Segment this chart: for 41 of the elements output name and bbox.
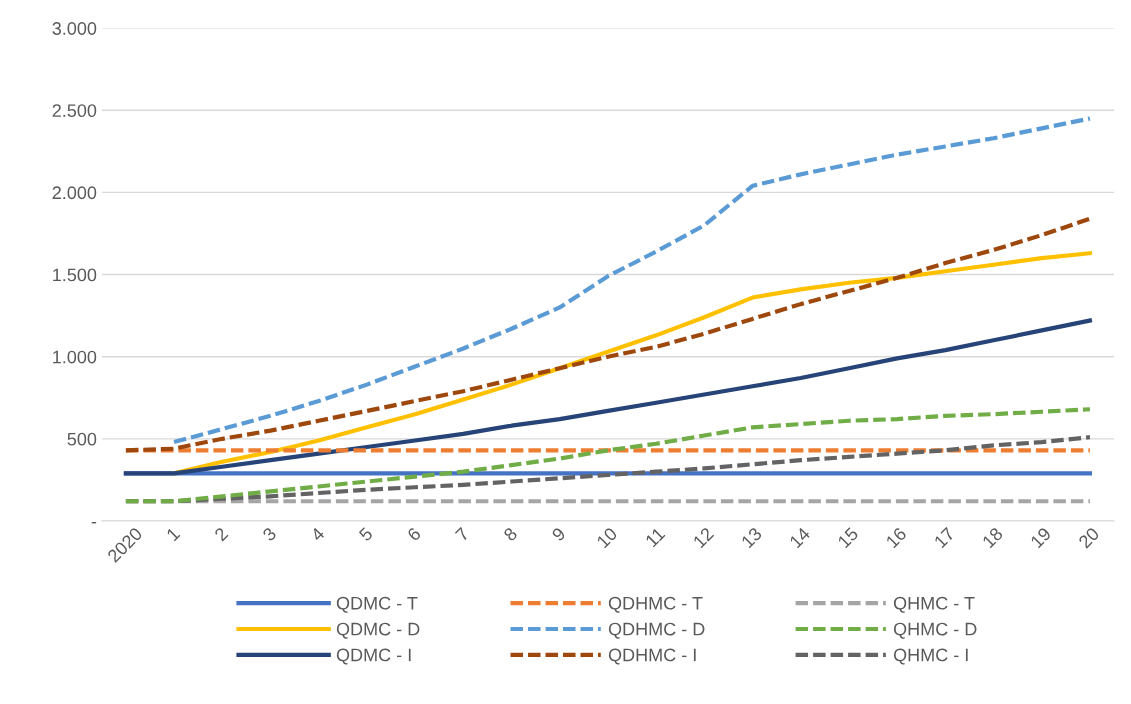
x-tick-label: 14 (789, 526, 811, 549)
legend-label: QDMC - T (336, 596, 418, 613)
line-series (172, 251, 1093, 476)
line-series (123, 216, 1093, 453)
y-tick-label: 1.000 (53, 350, 97, 364)
x-tick-label: 8 (502, 526, 518, 542)
x-tick-label: 20 (1077, 526, 1100, 549)
x-tick-label: 16 (885, 526, 908, 549)
y-tick-label: 2.500 (52, 104, 97, 118)
x-tick-label: 10 (596, 526, 618, 549)
x-tick-label: 3 (261, 526, 277, 542)
x-tick-label: 2 (213, 526, 229, 542)
legend-label: QDHMC - T (608, 596, 703, 613)
legend-label: QHMC - T (893, 596, 975, 613)
legend-label: QDHMC - I (608, 648, 696, 665)
x-tick-label: 7 (454, 526, 470, 542)
x-tick-label: 12 (692, 526, 715, 549)
x-tick-label: 15 (837, 526, 859, 549)
y-tick-label: 2.000 (52, 186, 97, 200)
x-tick-label: 18 (981, 526, 1004, 549)
x-tick-label: 6 (406, 526, 422, 542)
legend-label: QHMC - I (893, 648, 968, 665)
x-tick-label: 11 (644, 526, 666, 548)
y-tick-label: 500 (67, 432, 97, 446)
legend-label: QDMC - I (336, 648, 411, 665)
legend-label: QDMC - D (336, 622, 420, 639)
x-tick-label: 5 (358, 526, 374, 542)
x-tick-label: 4 (309, 526, 326, 542)
y-tick-label: - (91, 522, 97, 524)
x-tick-label: 19 (1029, 526, 1052, 549)
y-tick-label: 3.000 (52, 22, 97, 35)
line-series (123, 407, 1093, 504)
y-tick-label: 1.500 (53, 268, 97, 282)
x-tick-label: 9 (551, 526, 567, 542)
legend-label: QDHMC - D (608, 622, 705, 639)
legend-label: QHMC - D (893, 622, 977, 639)
x-tick-label: 1 (166, 526, 181, 542)
line-series (123, 318, 1093, 476)
x-tick-label: 13 (740, 526, 763, 549)
line-series (172, 116, 1093, 445)
x-tick-label: 17 (933, 526, 956, 549)
